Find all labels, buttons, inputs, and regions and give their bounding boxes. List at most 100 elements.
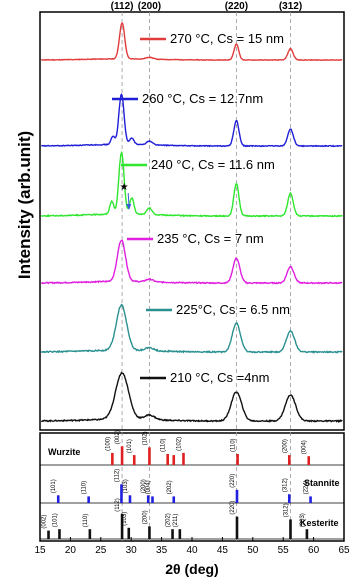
series-line bbox=[41, 371, 343, 424]
hkl-label: (220) bbox=[230, 501, 236, 515]
hkl-label: (312) bbox=[283, 503, 289, 517]
hkl-label: (110) bbox=[231, 438, 237, 452]
reference-bar bbox=[151, 496, 154, 503]
reference-bar bbox=[289, 519, 292, 539]
x-tick-label: 15 bbox=[34, 545, 46, 556]
reference-bar bbox=[58, 529, 61, 539]
peak-label: (200) bbox=[138, 1, 161, 12]
reference-bar bbox=[172, 455, 176, 465]
reference-bar bbox=[305, 529, 309, 539]
hkl-label: (312) bbox=[282, 478, 288, 492]
reference-bar bbox=[127, 527, 131, 539]
reference-bar bbox=[111, 452, 114, 465]
hkl-label: (303) bbox=[300, 513, 306, 527]
x-axis-label: 2θ (deg) bbox=[165, 561, 218, 577]
reference-name: Kesterite bbox=[300, 518, 339, 528]
series-line bbox=[40, 150, 343, 218]
hkl-label: (002) bbox=[42, 515, 48, 529]
reference-bar bbox=[236, 454, 239, 465]
x-tick-label: 65 bbox=[338, 545, 350, 556]
hkl-label: (202) bbox=[167, 480, 173, 494]
annotation-arrowhead bbox=[126, 204, 132, 210]
hkl-label: (004) bbox=[145, 480, 151, 494]
x-tick-label: 55 bbox=[278, 545, 290, 556]
reference-bar bbox=[235, 516, 239, 539]
hkl-label: (101) bbox=[52, 513, 58, 527]
hkl-label: (200) bbox=[282, 439, 288, 453]
peak-label: (220) bbox=[225, 1, 248, 12]
hkl-label: (224) bbox=[304, 480, 310, 494]
reference-bar bbox=[148, 447, 151, 465]
reference-bar bbox=[120, 513, 124, 539]
reference-bar bbox=[128, 495, 132, 503]
series-line bbox=[41, 239, 343, 285]
reference-bar bbox=[148, 526, 151, 539]
hkl-label: (110) bbox=[82, 481, 88, 495]
legend-label: 240 °C, Cs = 11.6 nm bbox=[151, 157, 275, 172]
hkl-label: (202) bbox=[166, 513, 172, 527]
hkl-label: (100) bbox=[105, 437, 111, 451]
reference-bar bbox=[309, 496, 312, 503]
reference-layer: Wurzite (100) (002) (101) (102) (110) (102) (11… bbox=[40, 430, 344, 540]
legend-label: 270 °C, Cs = 15 nm bbox=[170, 31, 284, 46]
series-line bbox=[40, 303, 343, 354]
reference-name: Wurzite bbox=[48, 447, 80, 457]
hkl-label: (200) bbox=[141, 479, 147, 493]
hkl-label: (101) bbox=[51, 479, 57, 493]
reference-bar bbox=[120, 446, 124, 465]
reference-bar bbox=[307, 456, 311, 465]
hkl-label: (004) bbox=[302, 440, 308, 454]
reference-bar bbox=[120, 484, 123, 503]
hkl-label: (101) bbox=[127, 439, 133, 453]
reference-bar bbox=[87, 496, 90, 503]
y-axis-label: Intensity (arb.unit) bbox=[15, 131, 34, 279]
main-plot-border bbox=[39, 11, 345, 431]
reference-bar bbox=[235, 489, 239, 503]
series-layer bbox=[40, 21, 343, 424]
reference-bar bbox=[182, 452, 185, 465]
x-tick-label: 20 bbox=[65, 545, 77, 556]
series-line bbox=[41, 21, 343, 62]
reference-bar bbox=[132, 455, 136, 465]
peak-label: (112) bbox=[111, 1, 134, 12]
reference-bar bbox=[172, 496, 176, 503]
hkl-label: (102) bbox=[142, 431, 148, 445]
reference-name: Stannite bbox=[304, 478, 340, 488]
x-tick-label: 45 bbox=[217, 545, 229, 556]
legend-label: 260 °C, Cs = 12.7nm bbox=[142, 91, 263, 106]
x-tick-label: 40 bbox=[186, 545, 198, 556]
hkl-label: (103) bbox=[123, 479, 129, 493]
hkl-label: (103) bbox=[122, 512, 128, 526]
legend-label: 235 °C, Cs = 7 nm bbox=[157, 231, 264, 246]
legend-label: 225°C, Cs = 6.5 nm bbox=[176, 302, 290, 317]
reference-bar bbox=[146, 495, 150, 503]
reference-bar bbox=[178, 529, 182, 539]
hkl-label: (110) bbox=[83, 514, 89, 528]
reference-bar bbox=[88, 529, 92, 539]
reference-bar bbox=[287, 494, 291, 503]
plot-frame bbox=[39, 11, 345, 431]
x-tick-label: 35 bbox=[156, 545, 168, 556]
x-tick-label: 60 bbox=[308, 545, 320, 556]
reference-bar bbox=[166, 454, 169, 465]
hkl-label: (220) bbox=[230, 474, 236, 488]
reference-bar bbox=[287, 455, 291, 465]
hkl-label: (110) bbox=[161, 438, 167, 452]
series-line bbox=[41, 93, 343, 148]
reference-bar bbox=[56, 495, 60, 503]
peak-label: (312) bbox=[279, 1, 302, 12]
star-annotation: ★ bbox=[120, 182, 129, 193]
hkl-label: (112) bbox=[115, 498, 121, 512]
x-tick-label: 30 bbox=[126, 545, 138, 556]
reference-bar bbox=[171, 529, 174, 539]
hkl-label: (112) bbox=[114, 469, 120, 483]
reference-bar bbox=[47, 530, 50, 539]
legend-layer: 270 °C, Cs = 15 nm 260 °C, Cs = 12.7nm 240… bbox=[112, 31, 290, 385]
x-tick-label: 25 bbox=[95, 545, 107, 556]
hkl-label: (200) bbox=[142, 510, 148, 524]
hkl-label: (002) bbox=[115, 430, 121, 444]
hkl-label: (102) bbox=[176, 437, 182, 451]
hkl-label: (211) bbox=[173, 514, 179, 528]
x-tick-layer: 15 20 25 30 35 40 45 50 55 60 65 bbox=[34, 537, 350, 556]
